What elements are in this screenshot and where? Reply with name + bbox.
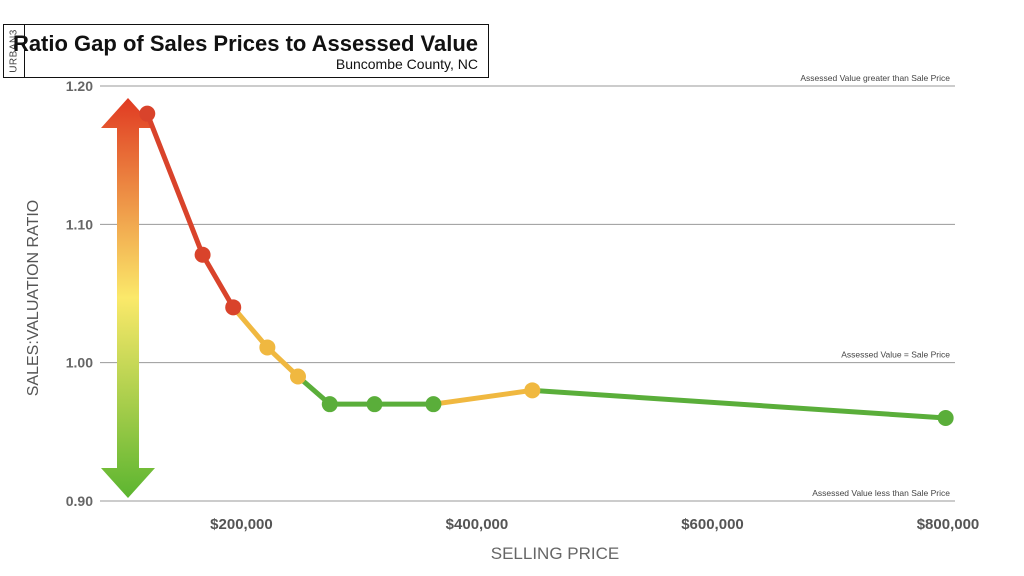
line-segment bbox=[529, 387, 949, 421]
x-axis-label: SELLING PRICE bbox=[491, 544, 620, 563]
data-point bbox=[139, 105, 156, 122]
series-points bbox=[139, 105, 954, 426]
data-point bbox=[321, 396, 338, 413]
reference-annotation: Assessed Value less than Sale Price bbox=[812, 488, 950, 498]
grid-lines bbox=[100, 85, 955, 502]
brand-strip: URBAN3 bbox=[4, 25, 25, 77]
data-point bbox=[425, 396, 442, 413]
data-point bbox=[225, 299, 242, 316]
chart-subtitle: Buncombe County, NC bbox=[335, 56, 478, 72]
chart-title-box: URBAN3 Ratio Gap of Sales Prices to Asse… bbox=[3, 24, 489, 78]
color-scale-arrow bbox=[101, 98, 155, 498]
data-point bbox=[937, 410, 954, 426]
reference-annotation: Assessed Value = Sale Price bbox=[841, 350, 950, 360]
line-segment bbox=[200, 252, 236, 310]
y-tick-label: 1.20 bbox=[66, 78, 93, 94]
x-tick-label: $400,000 bbox=[446, 516, 509, 533]
double-arrow bbox=[101, 98, 155, 498]
line-segment bbox=[430, 387, 535, 407]
y-axis-label: SALES:VALUATION RATIO bbox=[25, 200, 42, 397]
y-tick-label: 0.90 bbox=[66, 493, 93, 509]
x-tick-labels: $200,000 $400,000 $600,000 $800,000 bbox=[210, 516, 979, 533]
data-point bbox=[259, 339, 276, 356]
reference-annotation: Assessed Value greater than Sale Price bbox=[800, 73, 950, 83]
y-tick-label: 1.00 bbox=[66, 355, 93, 371]
x-tick-label: $200,000 bbox=[210, 516, 273, 533]
line-segment bbox=[230, 304, 270, 350]
annotation-group: Assessed Value greater than Sale Price As… bbox=[800, 73, 950, 498]
data-point bbox=[194, 246, 211, 263]
y-tick-labels: 0.90 1.00 1.10 1.20 bbox=[66, 78, 93, 509]
y-tick-label: 1.10 bbox=[66, 216, 93, 232]
data-point bbox=[524, 382, 541, 399]
data-point bbox=[289, 368, 306, 385]
x-tick-label: $800,000 bbox=[917, 516, 980, 533]
x-tick-label: $600,000 bbox=[681, 516, 744, 533]
data-point bbox=[366, 396, 383, 413]
line-segment bbox=[144, 111, 206, 258]
chart-title: Ratio Gap of Sales Prices to Assessed Va… bbox=[12, 31, 478, 56]
series-line bbox=[144, 111, 949, 421]
